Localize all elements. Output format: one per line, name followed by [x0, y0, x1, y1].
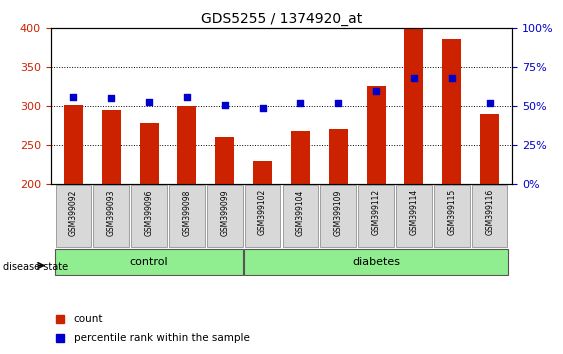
Bar [404, 28, 423, 184]
Text: control: control [129, 257, 168, 267]
Text: GSM399096: GSM399096 [145, 189, 154, 236]
FancyBboxPatch shape [396, 185, 432, 246]
Title: GDS5255 / 1374920_at: GDS5255 / 1374920_at [201, 12, 362, 26]
Point [107, 96, 116, 101]
Bar [64, 105, 83, 184]
Bar [177, 106, 196, 184]
Bar [480, 114, 499, 184]
FancyBboxPatch shape [245, 185, 280, 246]
FancyBboxPatch shape [244, 249, 508, 275]
Text: GSM399114: GSM399114 [409, 189, 418, 235]
Point [485, 100, 494, 106]
Point [334, 100, 343, 106]
Point [69, 94, 78, 100]
Text: disease state: disease state [3, 262, 68, 272]
Text: GSM399115: GSM399115 [447, 189, 456, 235]
Text: GSM399109: GSM399109 [334, 189, 343, 235]
Point [372, 88, 381, 93]
FancyBboxPatch shape [434, 185, 470, 246]
FancyBboxPatch shape [207, 185, 243, 246]
FancyBboxPatch shape [55, 249, 243, 275]
Text: GSM399116: GSM399116 [485, 189, 494, 235]
Point [145, 99, 154, 104]
FancyBboxPatch shape [131, 185, 167, 246]
Text: diabetes: diabetes [352, 257, 400, 267]
FancyBboxPatch shape [283, 185, 318, 246]
FancyBboxPatch shape [358, 185, 394, 246]
Text: GSM399093: GSM399093 [107, 189, 116, 236]
Point [296, 100, 305, 106]
Point [447, 75, 456, 81]
Bar [140, 123, 159, 184]
Bar [291, 131, 310, 184]
Point [182, 94, 191, 100]
Point [220, 102, 229, 108]
Text: GSM399098: GSM399098 [182, 189, 191, 235]
FancyBboxPatch shape [93, 185, 129, 246]
Bar [443, 39, 461, 184]
Bar [367, 86, 386, 184]
Text: percentile rank within the sample: percentile rank within the sample [74, 333, 249, 343]
Point [258, 105, 267, 110]
FancyBboxPatch shape [320, 185, 356, 246]
Text: count: count [74, 314, 103, 324]
Text: GSM399104: GSM399104 [296, 189, 305, 235]
FancyBboxPatch shape [472, 185, 507, 246]
Bar [215, 137, 234, 184]
Text: GSM399099: GSM399099 [220, 189, 229, 236]
Text: GSM399092: GSM399092 [69, 189, 78, 235]
Bar [329, 129, 348, 184]
Point [409, 75, 418, 81]
FancyBboxPatch shape [56, 185, 91, 246]
FancyBboxPatch shape [169, 185, 205, 246]
Bar [253, 161, 272, 184]
Bar [102, 110, 120, 184]
Text: GSM399112: GSM399112 [372, 189, 381, 235]
Text: GSM399102: GSM399102 [258, 189, 267, 235]
